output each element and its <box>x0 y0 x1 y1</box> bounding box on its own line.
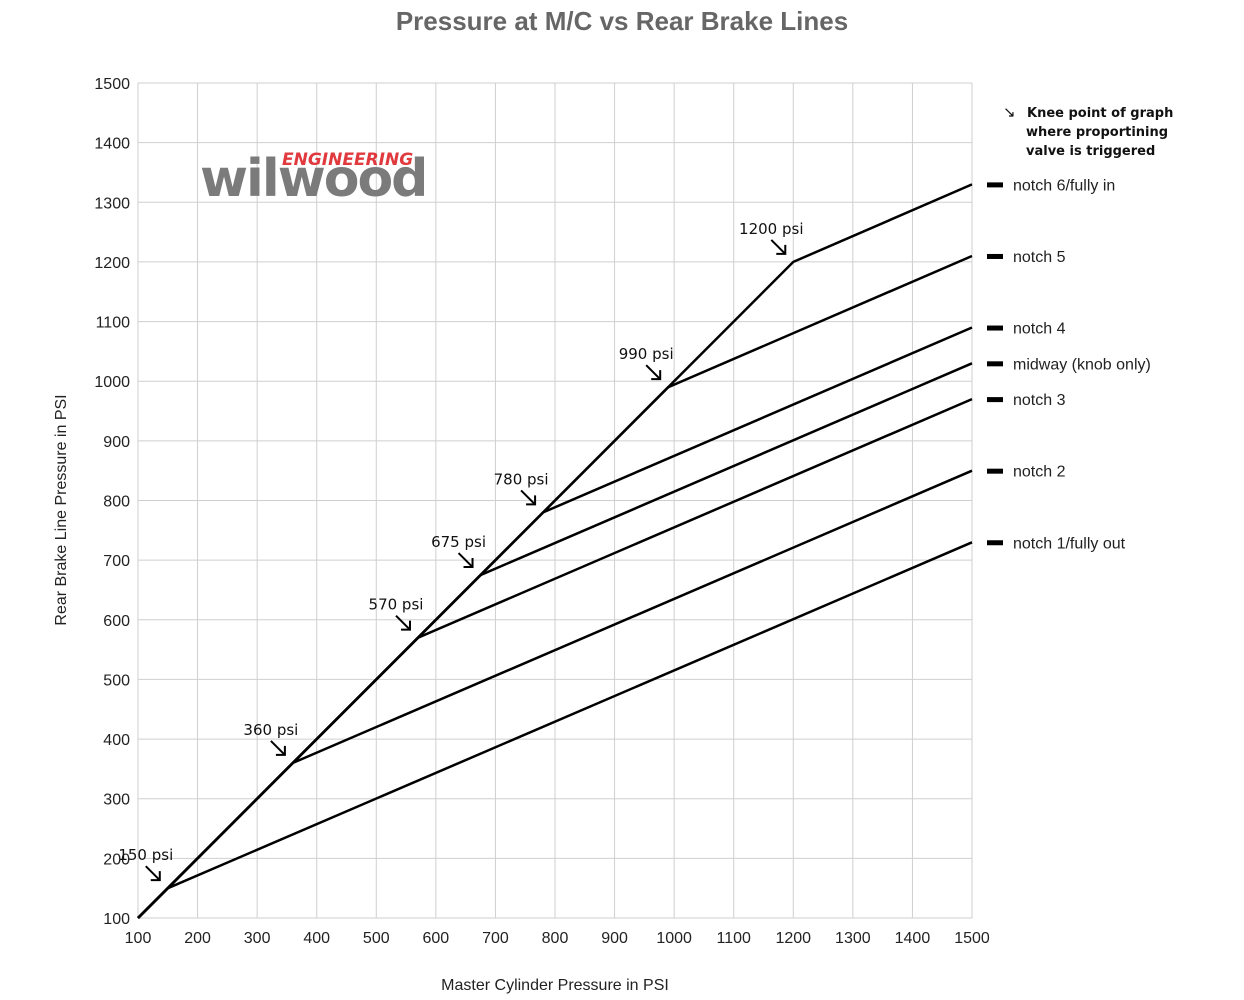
legend-swatch <box>987 182 1003 188</box>
knee-label: 780 psi <box>494 470 549 488</box>
knee-arrowhead-icon <box>651 370 662 381</box>
legend-item: notch 5 <box>987 249 1066 266</box>
knee-annotation: 150 psi <box>118 846 173 882</box>
legend-item: midway (knob only) <box>987 356 1151 373</box>
legend-label: notch 5 <box>1013 249 1066 266</box>
y-tick-label: 1500 <box>94 76 130 93</box>
y-tick-label: 600 <box>103 613 130 630</box>
knee-label: 150 psi <box>118 846 173 864</box>
y-tick-label: 100 <box>103 911 130 928</box>
y-tick-label: 1200 <box>94 255 130 272</box>
knee-annotations: 1200 psi 990 psi 780 psi 675 psi 570 psi 360 … <box>118 220 804 882</box>
knee-arrow-icon <box>395 614 411 631</box>
knee-arrowhead-icon <box>400 620 411 631</box>
logo-main-text: wilwood <box>200 149 426 209</box>
legend-swatch <box>987 325 1003 331</box>
knee-note-arrow-icon: ↘ <box>1003 103 1016 121</box>
knee-note-line-2: where proportining <box>1026 125 1168 140</box>
legend-swatch <box>987 397 1003 403</box>
legend-swatch <box>987 253 1003 259</box>
x-tick-label: 400 <box>303 930 330 947</box>
x-tick-label: 800 <box>542 930 569 947</box>
y-axis-label: Rear Brake Line Pressure in PSI <box>53 394 70 625</box>
x-tick-label: 900 <box>601 930 628 947</box>
y-tick-label: 200 <box>103 851 130 868</box>
x-tick-label: 1000 <box>656 930 692 947</box>
knee-label: 675 psi <box>431 533 486 551</box>
x-axis-label: Master Cylinder Pressure in PSI <box>441 977 669 994</box>
y-tick-label: 1300 <box>94 195 130 212</box>
knee-arrow-icon <box>645 364 661 380</box>
y-tick-label: 900 <box>103 434 130 451</box>
legend-item: notch 3 <box>987 392 1066 409</box>
knee-annotation: 675 psi <box>431 533 486 569</box>
x-tick-label: 500 <box>363 930 390 947</box>
knee-arrowhead-icon <box>275 745 286 756</box>
knee-label: 570 psi <box>369 596 424 614</box>
series-line <box>137 541 973 919</box>
knee-label: 360 psi <box>243 721 298 739</box>
legend-item: notch 6/fully in <box>987 177 1115 194</box>
x-tick-label: 1200 <box>775 930 811 947</box>
legend-label: midway (knob only) <box>1013 356 1151 373</box>
x-tick-label: 1300 <box>835 930 871 947</box>
legend: notch 6/fully in notch 5 notch 4 midway (kn… <box>987 177 1151 552</box>
legend-label: notch 6/fully in <box>1013 177 1115 194</box>
legend-item: notch 4 <box>987 321 1066 338</box>
x-tick-label: 700 <box>482 930 509 947</box>
y-tick-label: 400 <box>103 732 130 749</box>
legend-swatch <box>987 540 1003 546</box>
knee-label: 1200 psi <box>739 220 803 238</box>
x-tick-label: 200 <box>184 930 211 947</box>
legend-item: notch 2 <box>987 464 1066 481</box>
knee-arrow-icon <box>520 489 536 506</box>
knee-arrowhead-icon <box>150 871 161 882</box>
knee-arrow-icon <box>457 552 474 568</box>
y-tick-label: 1100 <box>96 315 131 332</box>
x-tick-label: 600 <box>423 930 450 947</box>
knee-arrowhead-icon <box>776 244 787 255</box>
knee-annotation: 990 psi <box>619 345 674 381</box>
x-tick-label: 1100 <box>717 930 752 947</box>
knee-arrow-icon <box>145 865 161 881</box>
legend-label: notch 2 <box>1013 464 1066 481</box>
legend-swatch <box>987 468 1003 474</box>
x-tick-label: 1500 <box>954 930 990 947</box>
knee-annotation: 360 psi <box>243 721 298 756</box>
y-tick-label: 1000 <box>94 374 130 391</box>
knee-label: 990 psi <box>619 345 674 363</box>
logo-sub-text: ENGINEERING <box>282 150 413 170</box>
y-tick-label: 300 <box>103 792 130 809</box>
knee-arrowhead-icon <box>463 558 474 569</box>
wilwood-logo: ENGINEERING wilwood <box>200 149 428 209</box>
grid <box>137 82 973 919</box>
legend-label: notch 4 <box>1013 321 1066 338</box>
knee-annotation: 780 psi <box>494 470 549 506</box>
x-tick-label: 1400 <box>895 930 931 947</box>
y-tick-label: 1400 <box>94 136 130 153</box>
x-tick-label: 100 <box>125 930 152 947</box>
x-tick-label: 300 <box>244 930 271 947</box>
knee-note-line-1: Knee point of graph <box>1027 106 1173 121</box>
y-tick-label: 700 <box>103 553 130 570</box>
series-line <box>137 469 973 919</box>
legend-swatch <box>987 361 1003 367</box>
y-tick-label: 500 <box>103 672 130 689</box>
legend-label: notch 3 <box>1013 392 1066 409</box>
knee-arrowhead-icon <box>526 495 537 506</box>
series <box>137 183 973 919</box>
knee-annotation: 570 psi <box>369 596 424 631</box>
knee-annotation: 1200 psi <box>739 220 804 255</box>
knee-arrow-icon <box>770 239 786 255</box>
x-axis-ticks: 100 200 300 400 500 600 700 800 900 1000 1100 1200 1… <box>125 930 990 947</box>
knee-arrow-icon <box>270 740 286 756</box>
knee-note: ↘ Knee point of graph where proportining… <box>1003 103 1173 159</box>
chart-title: Pressure at M/C vs Rear Brake Lines <box>396 6 848 36</box>
legend-item: notch 1/fully out <box>987 535 1126 552</box>
knee-note-line-3: valve is triggered <box>1026 144 1155 159</box>
y-axis-ticks: 100 200 300 400 500 600 700 800 900 1000 1100 1200 1… <box>94 76 130 928</box>
legend-label: notch 1/fully out <box>1013 535 1126 552</box>
y-tick-label: 800 <box>103 494 130 511</box>
